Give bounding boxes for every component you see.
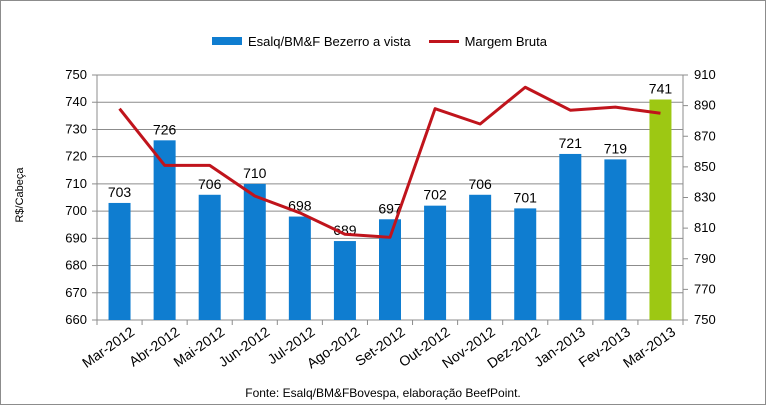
x-tick-label: Mar-2012 — [79, 323, 137, 371]
y-tick-label: 670 — [65, 285, 87, 300]
bar — [153, 140, 176, 320]
bar — [288, 216, 311, 320]
bar-data-label: 721 — [559, 135, 583, 151]
bar — [424, 205, 447, 320]
y-tick-label: 720 — [65, 149, 87, 164]
bar-data-label: 710 — [243, 165, 267, 181]
y2-tick-label: 910 — [694, 67, 716, 82]
y-tick-label: 700 — [65, 203, 87, 218]
legend-item-bar: Esalq/BM&F Bezerro a vista — [212, 34, 411, 49]
y-tick-label: 750 — [65, 67, 87, 82]
y-tick-label: 680 — [65, 258, 87, 273]
y-tick-label: 710 — [65, 176, 87, 191]
bar-data-label: 706 — [468, 176, 492, 192]
legend: Esalq/BM&F Bezerro a vista Margem Bruta — [212, 32, 565, 50]
y2-tick-label: 790 — [694, 251, 716, 266]
y2-tick-label: 750 — [694, 312, 716, 327]
bar — [514, 208, 537, 320]
legend-swatch-bar — [212, 37, 242, 45]
y2-tick-label: 810 — [694, 220, 716, 235]
source-note: Fonte: Esalq/BM&FBovespa, elaboração Bee… — [245, 386, 521, 400]
bar — [559, 153, 582, 320]
y-tick-label: 740 — [65, 94, 87, 109]
legend-label-bar: Esalq/BM&F Bezerro a vista — [248, 33, 411, 49]
y2-tick-label: 850 — [694, 159, 716, 174]
bar-data-label: 741 — [649, 81, 673, 97]
bar-data-label: 701 — [514, 189, 538, 205]
y2-tick-label: 830 — [694, 190, 716, 205]
y2-tick-label: 870 — [694, 128, 716, 143]
y2-tick-label: 770 — [694, 281, 716, 296]
bar-data-label: 697 — [378, 200, 402, 216]
bar — [649, 99, 672, 320]
y-tick-label: 730 — [65, 121, 87, 136]
bar-data-label: 703 — [108, 184, 132, 200]
y-tick-label: 690 — [65, 230, 87, 245]
bar — [243, 183, 266, 320]
bar — [108, 202, 131, 320]
x-tick-label: Jun-2012 — [215, 323, 272, 370]
y2-tick-label: 890 — [694, 98, 716, 113]
bar — [469, 194, 492, 320]
legend-label-line: Margem Bruta — [464, 33, 547, 49]
series-line-margem-bruta — [118, 85, 661, 239]
bar — [604, 159, 627, 320]
bar-data-label: 719 — [604, 140, 628, 156]
bar — [198, 194, 221, 320]
legend-item-line: Margem Bruta — [428, 33, 547, 49]
bar-data-label: 706 — [198, 176, 222, 192]
bar — [333, 241, 356, 320]
bar-data-label: 726 — [153, 121, 177, 137]
bar-data-label: 702 — [423, 187, 447, 203]
legend-swatch-line — [428, 39, 459, 43]
y-tick-label: 660 — [65, 312, 87, 327]
bar — [379, 219, 401, 320]
